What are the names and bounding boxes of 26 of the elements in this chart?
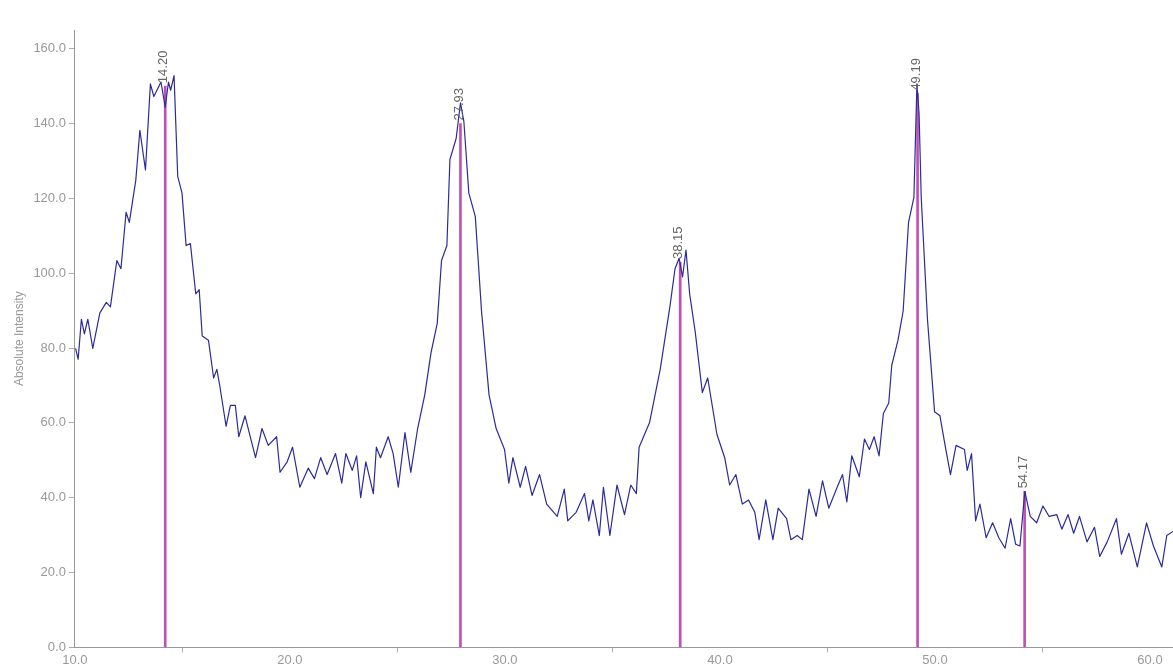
bar [1023, 491, 1026, 648]
y-tick-label: 20.0 [40, 564, 66, 580]
y-tick-label: 0.0 [47, 638, 66, 654]
x-tick-label: 50.0 [922, 651, 948, 667]
y-tick-label: 160.0 [33, 40, 66, 56]
annotation: 54.17 [1014, 455, 1030, 489]
y-tick-label: 40.0 [40, 489, 66, 505]
annotation: 38.15 [670, 226, 686, 259]
y-tick-label: 80.0 [40, 339, 66, 355]
x-tick-label: 20.0 [277, 651, 303, 667]
bar [163, 85, 167, 648]
y-tick-label: 100.0 [33, 264, 66, 280]
y-tick-label: 60.0 [40, 414, 66, 430]
y-tick-label: 120.0 [33, 189, 66, 205]
x-tick-label: 40.0 [707, 651, 733, 667]
bar [459, 123, 462, 648]
bar [916, 93, 919, 648]
annotation: 49.19 [907, 58, 923, 91]
y-axis-title: Absolute Intensity [11, 291, 26, 387]
y-tick-label: 140.0 [33, 115, 66, 131]
x-tick-label: 60.0 [1137, 651, 1163, 667]
annotation: 14.20 [155, 50, 171, 84]
x-tick-label: 10.0 [62, 651, 88, 667]
x-tick-label: 30.0 [492, 651, 518, 667]
annotation: 27.93 [450, 88, 466, 121]
bar [678, 261, 682, 648]
